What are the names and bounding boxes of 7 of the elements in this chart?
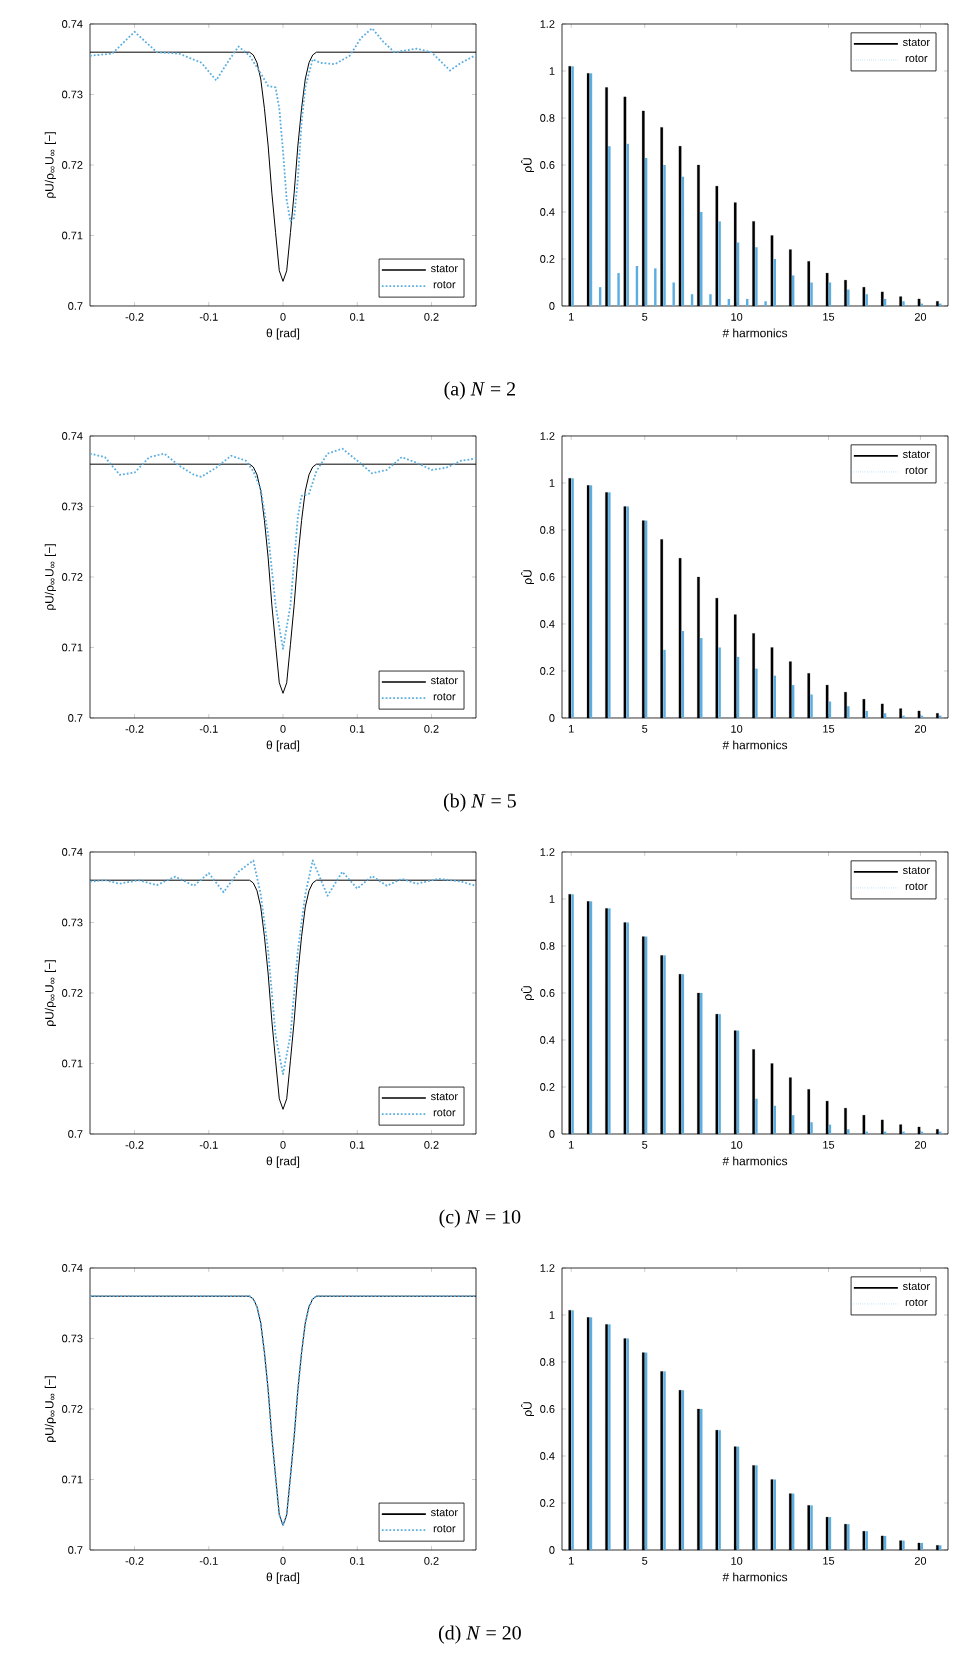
line-series [89, 27, 477, 223]
text: (b) N = 5 [443, 793, 516, 812]
text: (a) N = 2 [444, 381, 515, 400]
text: (d) N = 20 [438, 1625, 521, 1644]
text: (c) N = 10 [439, 1209, 521, 1228]
line-series [89, 859, 477, 1075]
line-series [89, 447, 477, 650]
